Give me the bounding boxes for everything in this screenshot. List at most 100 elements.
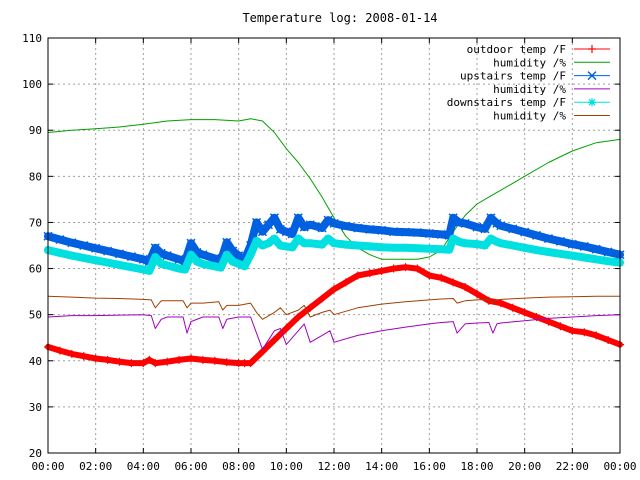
data-point — [305, 220, 315, 230]
data-point — [480, 224, 490, 234]
x-tick-label: 14:00 — [365, 460, 398, 473]
data-point — [449, 234, 458, 243]
y-tick-label: 40 — [29, 355, 42, 368]
chart-title: Temperature log: 2008-01-14 — [242, 11, 437, 25]
data-point — [400, 227, 411, 237]
data-point — [252, 217, 262, 227]
data-point — [55, 346, 64, 355]
data-point — [461, 239, 470, 248]
plot-frame — [47, 37, 621, 454]
data-point — [496, 299, 505, 308]
y-tick-label: 20 — [29, 447, 42, 460]
data-point — [270, 336, 279, 345]
x-tick-label: 00:00 — [603, 460, 636, 473]
data-point — [198, 259, 207, 268]
data-point — [455, 237, 464, 246]
data-point — [437, 273, 446, 282]
data-point — [520, 243, 529, 252]
data-point — [175, 264, 184, 273]
data-point — [592, 331, 601, 340]
x-tick-label: 04:00 — [127, 460, 160, 473]
data-point — [318, 240, 327, 249]
data-point — [377, 225, 387, 235]
data-point — [186, 238, 196, 248]
data-point — [568, 326, 577, 335]
data-point — [79, 240, 89, 251]
data-point — [484, 296, 493, 305]
data-point — [282, 324, 291, 333]
data-point — [330, 285, 338, 294]
data-point — [591, 244, 601, 254]
data-point — [543, 234, 554, 244]
data-point — [365, 242, 374, 251]
data-point — [401, 243, 410, 252]
legend-label: outdoor temp /F — [467, 43, 566, 56]
series-5 — [44, 234, 624, 275]
data-point — [473, 289, 481, 298]
data-point — [103, 355, 112, 364]
series-layer — [43, 118, 625, 368]
data-point — [401, 263, 410, 272]
data-point — [294, 312, 303, 321]
y-tick-label: 100 — [22, 78, 42, 91]
data-point — [127, 359, 136, 368]
data-point — [300, 239, 309, 248]
data-point — [79, 352, 88, 361]
data-point — [222, 358, 231, 367]
data-point — [604, 336, 613, 345]
data-point — [246, 250, 255, 259]
data-point — [210, 262, 219, 271]
data-point — [318, 294, 327, 303]
data-point — [306, 303, 315, 312]
data-point — [473, 240, 481, 249]
data-point — [341, 278, 350, 287]
data-point — [568, 251, 577, 260]
legend-label: upstairs temp /F — [460, 70, 566, 83]
data-point — [544, 317, 553, 326]
legend-marker — [588, 45, 596, 53]
data-point — [520, 308, 529, 317]
data-point — [151, 359, 160, 368]
data-point — [103, 258, 112, 267]
data-point — [424, 228, 434, 239]
legend-label: humidity /% — [493, 83, 566, 96]
data-point — [115, 260, 124, 269]
data-point — [425, 271, 434, 280]
y-tick-label: 30 — [29, 401, 42, 414]
data-point — [210, 253, 220, 263]
data-point — [592, 255, 601, 264]
data-point — [449, 278, 458, 287]
data-point — [162, 251, 172, 261]
data-point — [91, 256, 100, 265]
data-point — [103, 246, 113, 256]
data-point — [329, 218, 339, 228]
data-point — [472, 222, 482, 232]
x-tick-label: 10:00 — [270, 460, 303, 473]
data-point — [532, 230, 542, 240]
data-point — [275, 224, 285, 234]
x-tick-label: 16:00 — [413, 460, 446, 473]
data-point — [139, 265, 148, 274]
data-point — [294, 234, 303, 243]
data-point — [91, 354, 100, 363]
legend-label: humidity /% — [493, 110, 566, 123]
data-point — [145, 355, 154, 364]
data-point — [486, 234, 495, 243]
data-point — [55, 234, 65, 245]
data-point — [288, 243, 297, 252]
data-point — [210, 356, 219, 365]
data-point — [532, 246, 541, 255]
data-point — [460, 218, 470, 228]
data-point — [138, 254, 148, 264]
data-point — [496, 239, 505, 248]
data-point — [567, 239, 577, 249]
data-point — [293, 213, 303, 223]
data-point — [222, 250, 231, 259]
data-point — [264, 239, 273, 248]
data-point — [436, 229, 446, 239]
data-point — [270, 234, 279, 243]
data-point — [508, 303, 517, 312]
data-point — [246, 359, 255, 368]
data-point — [508, 241, 517, 250]
